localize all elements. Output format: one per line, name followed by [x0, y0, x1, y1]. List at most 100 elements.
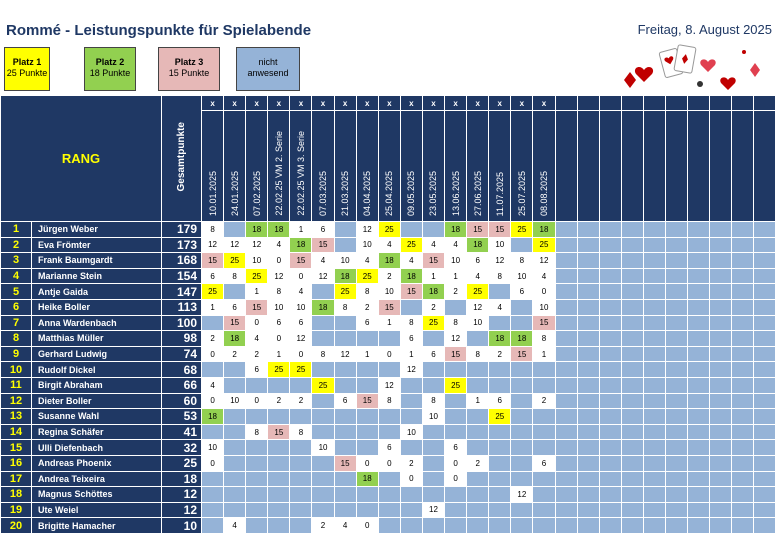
empty-cell [642, 236, 666, 254]
score-cell: 8 [532, 330, 556, 347]
score-cell [289, 439, 313, 456]
empty-cell [576, 252, 600, 269]
score-cell: 18 [377, 252, 401, 269]
empty-cell [554, 408, 578, 425]
score-cell: 4 [333, 517, 357, 534]
empty-cell [753, 361, 777, 378]
gesamtpunkte-label: Gesamtpunkte [176, 122, 187, 192]
empty-cell [642, 330, 666, 347]
table-row: 15 Ulli Diefenbach 32 10 10 6 6 [0, 439, 777, 456]
empty-cell [642, 392, 666, 410]
date-column-header: 04.04.2025 [355, 110, 379, 222]
empty-cell [731, 517, 755, 534]
score-cell: 0 [245, 392, 269, 410]
empty-cell [709, 470, 733, 488]
score-cell: 10 [532, 298, 556, 316]
score-cell [466, 439, 490, 456]
score-cell [488, 376, 512, 394]
score-cell: 4 [466, 267, 490, 285]
empty-cell [731, 361, 755, 378]
empty-cell [620, 361, 644, 378]
score-cell: 1 [200, 298, 225, 316]
date-column-header [687, 110, 711, 222]
score-cell: 25 [333, 283, 357, 300]
x-mark: x [444, 95, 468, 111]
score-cell: 0 [444, 454, 468, 472]
empty-cell [687, 376, 711, 394]
score-cell: 25 [223, 252, 247, 269]
date-label: 13.06.2025 [450, 170, 461, 216]
score-cell [532, 361, 556, 378]
score-cell: 0 [355, 517, 379, 534]
score-cell [377, 486, 401, 503]
score-cell: 0 [200, 392, 225, 410]
score-cell [510, 361, 534, 378]
player-name: Regina Schäfer [31, 423, 162, 441]
empty-cell [687, 517, 711, 534]
empty-cell [642, 314, 666, 332]
score-cell: 15 [355, 392, 379, 410]
score-cell: 10 [377, 283, 401, 300]
empty-cell [753, 486, 777, 503]
table-row: 19 Ute Weiel 12 12 [0, 501, 777, 519]
empty-cell [554, 267, 578, 285]
score-cell [223, 439, 247, 456]
score-cell: 25 [488, 408, 512, 425]
score-cell: 0 [245, 314, 269, 332]
score-cell: 2 [488, 345, 512, 363]
empty-cell [598, 501, 622, 519]
score-cell: 10 [421, 408, 446, 425]
empty-cell [598, 361, 622, 378]
score-cell: 15 [267, 423, 291, 441]
total-points: 113 [161, 298, 202, 316]
empty-cell [687, 298, 711, 316]
score-cell [267, 470, 291, 488]
empty-cell [664, 439, 689, 456]
x-mark: x [223, 95, 247, 111]
score-cell: 15 [421, 252, 446, 269]
empty-cell [709, 330, 733, 347]
date-label: Freitag, 8. August 2025 [637, 22, 772, 37]
date-label: 25.04.2025 [384, 170, 395, 216]
rank-cell: 9 [0, 345, 32, 363]
rank-cell: 1 [0, 221, 32, 238]
empty-cell [554, 221, 578, 238]
empty-cell [664, 408, 689, 425]
empty-cell [620, 408, 644, 425]
score-cell [399, 298, 423, 316]
score-cell [488, 423, 512, 441]
score-cell [333, 423, 357, 441]
score-cell: 18 [532, 221, 556, 238]
score-cell [200, 486, 225, 503]
score-cell [466, 423, 490, 441]
empty-cell [687, 361, 711, 378]
empty-cell [687, 423, 711, 441]
rank-cell: 17 [0, 470, 32, 488]
empty-cell [576, 454, 600, 472]
score-cell: 4 [311, 252, 335, 269]
player-name: Gerhard Ludwig [31, 345, 162, 363]
score-cell: 0 [289, 267, 313, 285]
score-cell [245, 376, 269, 394]
empty-cell [731, 486, 755, 503]
score-cell [223, 423, 247, 441]
x-mark [576, 95, 600, 111]
empty-cell [709, 298, 733, 316]
score-cell [311, 470, 335, 488]
rank-cell: 10 [0, 361, 32, 378]
score-cell: 8 [488, 267, 512, 285]
rang-header: RANG [0, 95, 162, 222]
empty-cell [753, 392, 777, 410]
empty-cell [620, 376, 644, 394]
score-cell [223, 486, 247, 503]
empty-cell [664, 314, 689, 332]
empty-cell [576, 221, 600, 238]
score-cell: 8 [333, 298, 357, 316]
rank-cell: 4 [0, 267, 32, 285]
score-cell: 8 [200, 221, 225, 238]
x-mark: x [399, 95, 423, 111]
empty-cell [709, 376, 733, 394]
date-label: 25.07.2025 [516, 170, 527, 216]
score-cell [510, 408, 534, 425]
player-name: Susanne Wahl [31, 408, 162, 425]
